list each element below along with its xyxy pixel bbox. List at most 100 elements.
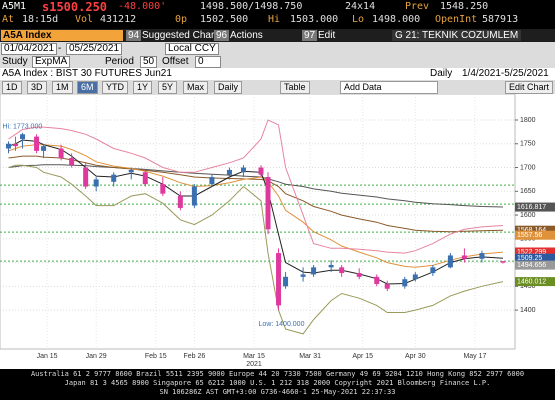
period[interactable]: 50 [140,56,158,68]
candle-body [20,134,26,140]
price-tag [515,202,555,212]
period-button[interactable]: YTD [102,81,128,94]
candle-body [461,255,467,259]
candle-body [93,179,99,187]
add-data[interactable]: Add Data [340,81,438,94]
candle-body [226,169,232,175]
x-tick-label: Feb 15 [145,353,167,360]
x-tick-label: Jan 29 [86,353,107,360]
start-date[interactable]: 01/04/2021 [1,43,58,55]
x-tick-label: Mar 31 [299,353,321,360]
x-tick-label: Feb 26 [183,353,205,360]
candle-body [83,167,89,187]
offset[interactable]: 0 [195,56,221,68]
candle-body [356,273,362,277]
x-tick-label: Jan 15 [37,353,58,360]
price-tag [515,247,555,257]
candle-body [374,276,380,284]
button-row: 1D 3D 1M 6M YTD 1Y 5Y Max Daily Table Add Data E… [0,80,555,94]
price-tag-label: 1557.56 [517,232,542,239]
oi-label: OpenInt [435,14,478,25]
study-row: Study ExpMA Period 50 Offset 0 [0,55,555,68]
y-tick-label: 1800 [520,117,536,124]
hi-label: Hi [268,14,281,25]
y-tick-label: 1450 [520,283,536,290]
candle-body [34,136,40,151]
y-tick-label: 1750 [520,141,536,148]
study[interactable]: ExpMA [32,56,71,68]
price-tag [515,260,555,270]
period-button[interactable]: 1Y [133,81,153,94]
end-date[interactable]: 05/25/2021 [66,43,123,55]
menu[interactable]: Edit [318,30,336,41]
candle-body [13,143,19,147]
candle-body [128,169,134,173]
candle-body [447,255,453,268]
period-button[interactable]: 6M [77,81,98,94]
y-tick-label: 1600 [520,212,536,219]
lo-label: Lo [352,14,365,25]
date-span: 1/4/2021-5/25/2021 [462,68,549,79]
period-button[interactable]: 1D [2,81,22,94]
vol-label: Vol [75,14,94,25]
vol: 431212 [100,14,137,25]
price-tag-label: 1616.817 [517,204,546,211]
period-button[interactable]: 3D [27,81,47,94]
indicator-line [8,144,504,268]
candle-body [58,148,64,159]
y-tick-label: 1400 [520,307,536,314]
candle-body [69,158,75,166]
candle-body [142,172,148,185]
period-button[interactable]: 1M [52,81,73,94]
price-tag [515,225,555,235]
toolbar: A5A Index 94 Suggested Charts 96 Actions 97 E… [0,29,555,42]
lo: 1498.000 [372,14,421,25]
candle-body [191,186,197,206]
candle-body [412,274,418,280]
price-tag-label: 1509.25 [517,255,542,262]
candle-body [430,267,436,274]
study-label: Study [2,56,28,67]
indicator-line [8,164,504,335]
chart-title: A5A Index : BIST 30 FUTURES Jun21 [2,68,172,79]
title-row: A5A Index : BIST 30 FUTURES Jun21 Daily … [0,68,555,80]
price-tag-label: 1494.656 [517,262,546,269]
candle-body [339,267,345,274]
candle-body [209,177,215,185]
template[interactable]: G 21: TEKNIK COZUMLEM [392,30,522,41]
footer-line: SN 106286Z AST GMT+3:00 G736-4660-1 25-M… [159,388,396,396]
price-tag-label: 1460.012 [517,278,546,285]
candle-body [311,267,317,275]
footer: Australia 61 2 9777 8600 Brazil 5511 239… [0,369,555,400]
footer-line: Australia 61 2 9777 8600 Brazil 5511 239… [30,370,525,378]
y-tick-label: 1700 [520,164,536,171]
period-button[interactable]: 5Y [158,81,178,94]
price-tag [515,230,555,240]
price-tag [515,253,555,263]
x-tick-label: May 17 [463,353,486,360]
candle-body [328,264,334,268]
candle-body [276,253,282,306]
candle-body [402,279,408,287]
period-label: Period [105,56,134,67]
security[interactable]: A5A Index [1,30,123,41]
menu[interactable]: Suggested Charts [142,30,223,41]
offset-label: Offset [162,56,189,67]
currency[interactable]: Local CCY [165,43,219,55]
candle-body [240,167,246,173]
edit-chart[interactable]: Edit Chart [505,81,554,94]
table-button[interactable]: Table [280,81,310,94]
candle-body [265,177,271,230]
bid-ask: 1498.500/1498.750 [200,1,303,12]
period-button[interactable]: Max [183,81,209,94]
footer-line: Japan 81 3 4565 8900 Singapore 65 6212 1… [64,379,491,387]
candle-body [41,146,47,151]
candle-body [258,167,264,175]
hi: 1503.000 [290,14,339,25]
period-button[interactable]: Daily [214,81,243,94]
price-tag [515,277,555,287]
prev: 1548.250 [440,1,489,12]
menu[interactable]: Actions [230,30,263,41]
chart: 140014501500155016001650170017501800Jan … [0,94,555,369]
at-label: At [2,14,15,25]
